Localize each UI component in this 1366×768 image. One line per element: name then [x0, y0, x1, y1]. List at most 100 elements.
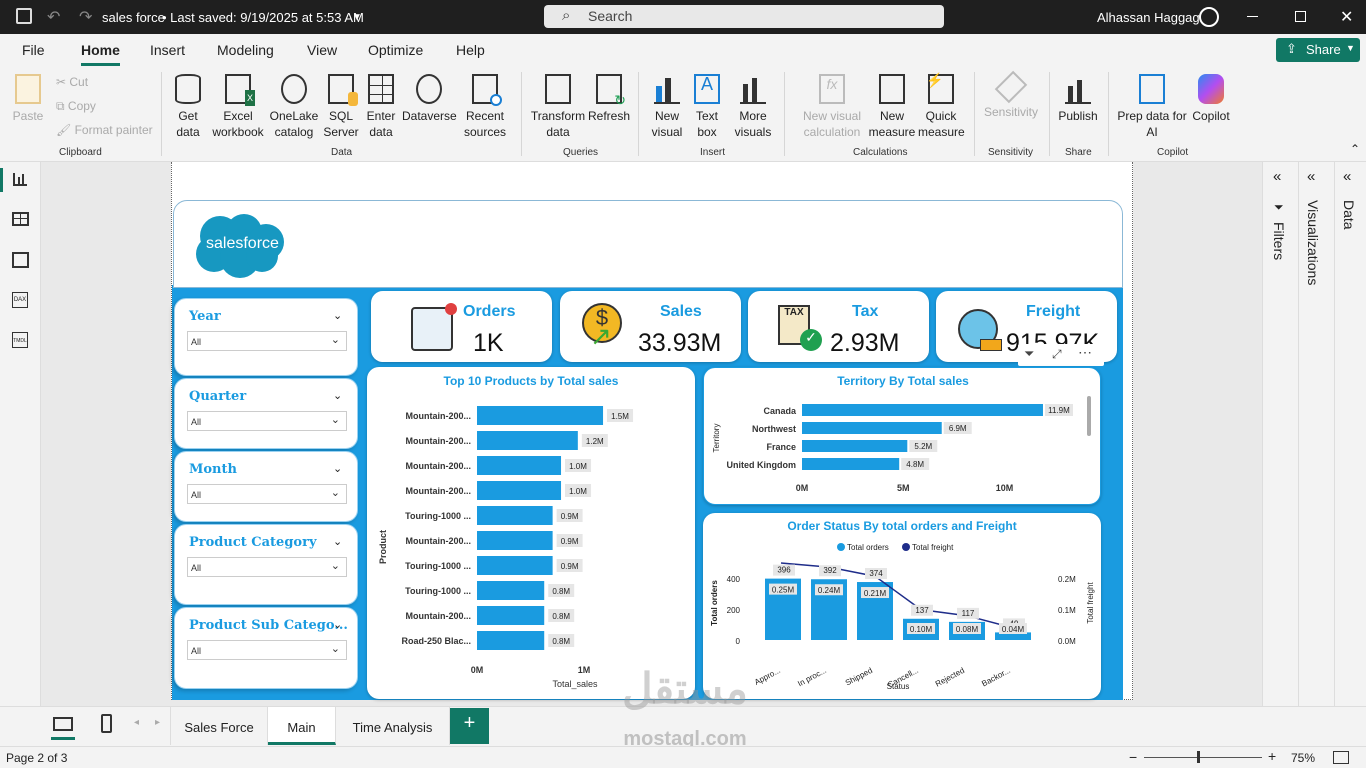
chevron-down-icon[interactable]: ⌄	[333, 619, 343, 631]
chevron-down-icon[interactable]: ▼	[352, 12, 362, 23]
data-label-bg	[556, 534, 583, 547]
menu-help[interactable]: Help	[456, 42, 485, 58]
zoom-slider-thumb[interactable]	[1197, 751, 1200, 763]
chart-order-status[interactable]: Order Status By total orders and Freight…	[703, 513, 1101, 699]
expand-icon[interactable]: «	[1343, 168, 1352, 185]
slicer-dropdown[interactable]: All ⌄	[187, 484, 347, 504]
data-label: 137	[915, 606, 929, 615]
slicer-dropdown[interactable]: All ⌄	[187, 640, 347, 660]
collapse-ribbon-icon[interactable]: ⌃	[1350, 142, 1361, 156]
chevron-down-icon[interactable]: ⌄	[333, 310, 343, 322]
chart-top-products[interactable]: Top 10 Products by Total sales Mountain-…	[367, 367, 695, 699]
slicer-product-category[interactable]: Product Category ⌄ All ⌄	[174, 524, 358, 605]
scroll-left-icon[interactable]: ◂	[134, 717, 140, 728]
data-label: 374	[869, 569, 883, 578]
maximize-icon[interactable]	[1295, 11, 1306, 22]
copy-button[interactable]: ⧉ Copy	[56, 99, 96, 113]
menu-view[interactable]: View	[307, 42, 338, 58]
zoom-slider[interactable]	[1144, 757, 1262, 758]
more-options-icon[interactable]: ⋯	[1078, 344, 1092, 360]
recent-sources-button[interactable]: Recent sources	[458, 74, 512, 140]
transform-data-button[interactable]: Transform data	[530, 74, 586, 140]
tab-main[interactable]: Main	[268, 707, 336, 745]
minimize-icon[interactable]	[1247, 16, 1258, 17]
tab-sales-force[interactable]: Sales Force	[170, 707, 268, 745]
close-icon[interactable]: ✕	[1340, 9, 1354, 26]
expand-icon[interactable]: «	[1273, 168, 1282, 185]
sql-server-button[interactable]: SQL Server	[322, 74, 360, 140]
fit-to-page-icon[interactable]	[1333, 751, 1349, 764]
slicer-month[interactable]: Month ⌄ All ⌄	[174, 451, 358, 522]
get-data-button[interactable]: Get data	[170, 74, 206, 140]
slicer-product-sub-category[interactable]: Product Sub Catego... ⌄ All ⌄	[174, 607, 358, 689]
more-visuals-button[interactable]: More visuals	[730, 74, 776, 140]
copy-icon: ⧉	[56, 99, 68, 113]
onelake-catalog-button[interactable]: OneLake catalog	[268, 74, 320, 140]
enter-data-button[interactable]: Enter data	[364, 74, 398, 140]
new-visual-button[interactable]: New visual	[648, 74, 686, 140]
quick-measure-button[interactable]: ⚡ Quick measure	[918, 72, 965, 139]
tmdl-view-icon[interactable]: TMDL	[12, 332, 28, 348]
save-icon[interactable]	[16, 8, 32, 24]
visualizations-label: Visualizations	[1305, 200, 1321, 286]
tick-label: 5M	[897, 483, 910, 493]
format-painter-button[interactable]: 🖌 Format painter	[56, 123, 153, 137]
paste-button[interactable]: Paste	[10, 74, 46, 124]
tab-time-analysis[interactable]: Time Analysis	[336, 707, 450, 745]
redo-icon[interactable]: ↷	[79, 9, 93, 26]
avatar-icon[interactable]	[1199, 7, 1219, 27]
publish-button[interactable]: Publish	[1056, 74, 1100, 124]
slicer-dropdown[interactable]: All ⌄	[187, 557, 347, 577]
x-axis-label: Status	[887, 682, 910, 691]
filter-icon[interactable]: ⏷	[1024, 346, 1035, 361]
slicer-dropdown[interactable]: All ⌄	[187, 411, 347, 431]
cut-button[interactable]: ✂ Cut	[56, 75, 89, 89]
clipboard-icon	[15, 74, 41, 104]
watermark-arabic: مستقل	[622, 665, 748, 712]
data-pane[interactable]: « Data	[1334, 162, 1366, 706]
cloud-icon	[196, 214, 284, 278]
zoom-in-button[interactable]: +	[1268, 748, 1277, 764]
new-measure-button[interactable]: New measure	[868, 74, 916, 140]
add-page-button[interactable]: +	[450, 708, 489, 744]
copilot-button[interactable]: Copilot	[1188, 74, 1234, 124]
dataverse-button[interactable]: Dataverse	[402, 74, 457, 124]
menu-home[interactable]: Home	[81, 42, 120, 58]
bar	[477, 556, 553, 575]
share-button[interactable]: ⇪ Share ▼	[1276, 38, 1360, 62]
prep-data-for-ai-button[interactable]: Prep data for AI	[1116, 74, 1188, 140]
excel-workbook-button[interactable]: X Excel workbook	[210, 74, 266, 140]
scroll-right-icon[interactable]: ▸	[155, 717, 161, 728]
header-card: salesforce	[173, 200, 1123, 288]
search-input[interactable]: ⌕ Search	[544, 5, 944, 28]
model-view-icon[interactable]	[12, 252, 29, 268]
chevron-down-icon[interactable]: ⌄	[333, 390, 343, 402]
table-view-icon[interactable]	[12, 212, 29, 226]
desktop-layout-icon[interactable]	[53, 717, 73, 731]
scrollbar[interactable]	[1087, 396, 1091, 436]
slicer-year[interactable]: Year ⌄ All ⌄	[174, 298, 358, 376]
zoom-out-button[interactable]: −	[1129, 749, 1138, 765]
report-view-icon[interactable]	[13, 173, 27, 186]
chart-territory[interactable]: Territory By Total sales Canada 11.9M Nort…	[703, 367, 1101, 505]
expand-icon[interactable]: «	[1307, 168, 1316, 185]
filters-pane[interactable]: « ⏷ Filters	[1262, 162, 1296, 706]
menu-optimize[interactable]: Optimize	[368, 42, 424, 58]
visualizations-pane[interactable]: « Visualizations	[1298, 162, 1332, 706]
bar	[995, 632, 1031, 640]
new-visual-calculation-button[interactable]: fx New visual calculation	[802, 74, 862, 139]
menu-insert[interactable]: Insert	[150, 42, 186, 58]
chevron-down-icon[interactable]: ⌄	[333, 536, 343, 548]
refresh-button[interactable]: ↻ Refresh	[588, 74, 630, 124]
text-box-button[interactable]: A Text box	[694, 74, 720, 139]
undo-icon[interactable]: ↶	[47, 9, 61, 26]
chevron-down-icon[interactable]: ⌄	[333, 463, 343, 475]
slicer-quarter[interactable]: Quarter ⌄ All ⌄	[174, 378, 358, 449]
focus-mode-icon[interactable]: ⤢	[1052, 347, 1062, 361]
sensitivity-button[interactable]: Sensitivity	[982, 70, 1040, 120]
mobile-layout-icon[interactable]	[101, 714, 112, 733]
menu-modeling[interactable]: Modeling	[217, 42, 274, 58]
dax-query-icon[interactable]: DAX	[12, 292, 28, 308]
menu-file[interactable]: File	[22, 42, 45, 58]
slicer-dropdown[interactable]: All ⌄	[187, 331, 347, 351]
